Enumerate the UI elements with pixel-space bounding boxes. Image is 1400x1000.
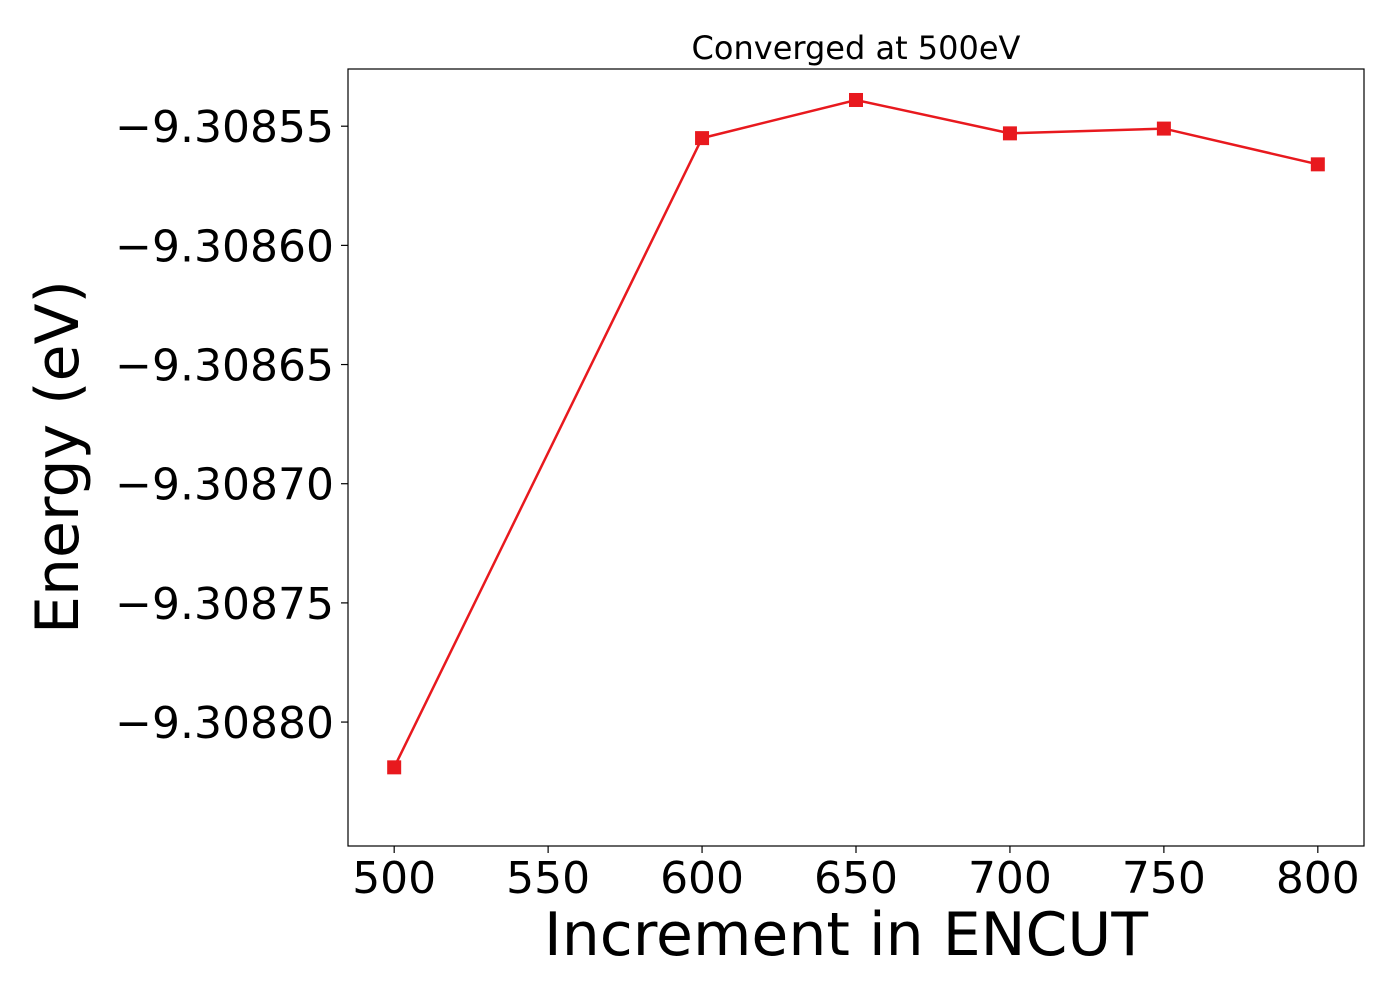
data-point-marker	[1002, 126, 1017, 141]
data-point-marker	[387, 760, 402, 775]
data-point-marker	[1156, 121, 1171, 136]
series-layer	[387, 92, 1325, 775]
x-tick-label: 650	[814, 853, 898, 904]
plot-frame	[347, 68, 1365, 847]
data-point-marker	[1310, 157, 1325, 172]
y-tick-label: −9.30860	[115, 221, 334, 272]
x-tick-label: 750	[1122, 853, 1206, 904]
x-axis-label: Increment in ENCUT	[544, 900, 1148, 970]
y-tick-label: −9.30870	[115, 460, 334, 511]
y-axis-label: Energy (eV)	[23, 280, 93, 634]
x-tick-label: 700	[968, 853, 1052, 904]
x-tick-label: 550	[506, 853, 590, 904]
y-tick-label: −9.30865	[115, 341, 334, 392]
data-point-marker	[849, 92, 863, 107]
y-axis: −9.30855 −9.30860 −9.30865 −9.30870 −9.30875…	[115, 102, 348, 749]
y-tick-label: −9.30855	[115, 102, 334, 153]
x-tick-label: 800	[1276, 853, 1360, 904]
x-tick-label: 600	[660, 853, 744, 904]
series-line	[393, 98, 1319, 768]
chart-title: Converged at 500eV	[692, 29, 1021, 67]
y-tick-label: −9.30880	[115, 698, 334, 749]
x-tick-label: 500	[352, 853, 436, 904]
data-point-marker	[695, 131, 710, 146]
x-axis: 500 550 600 650 700 750 800	[352, 846, 1360, 904]
y-tick-label: −9.30875	[115, 579, 334, 630]
